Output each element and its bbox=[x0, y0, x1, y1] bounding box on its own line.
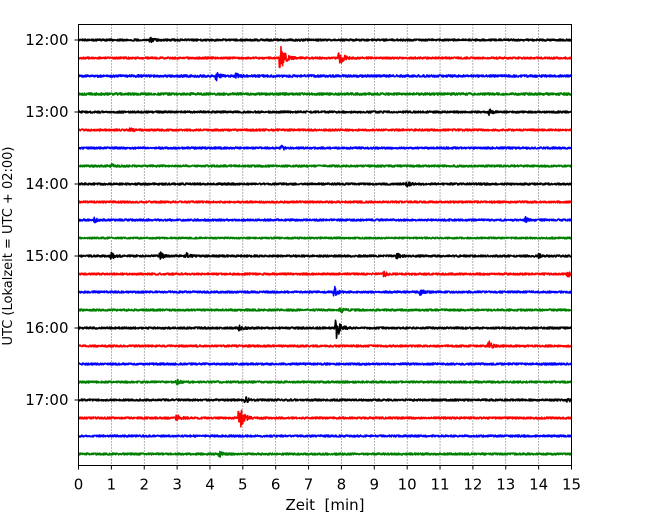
trace-1230 bbox=[78, 72, 573, 82]
trace-1445 bbox=[77, 236, 573, 240]
trace-1300 bbox=[77, 108, 572, 116]
x-tick-label-2: 2 bbox=[139, 476, 149, 494]
trace-1700 bbox=[77, 396, 573, 404]
x-axis-title: Zeit [min] bbox=[285, 496, 364, 514]
trace-1545 bbox=[78, 307, 572, 314]
x-tick-label-6: 6 bbox=[271, 476, 281, 494]
trace-1400 bbox=[77, 181, 573, 188]
x-tick-label-4: 4 bbox=[205, 476, 215, 494]
x-tick-label-11: 11 bbox=[430, 476, 449, 494]
x-tick-label-8: 8 bbox=[337, 476, 347, 494]
trace-1345 bbox=[77, 163, 573, 169]
plot-frame bbox=[78, 24, 572, 466]
trace-1200 bbox=[77, 36, 573, 44]
trace-1715 bbox=[77, 409, 573, 428]
x-tick-label-13: 13 bbox=[496, 476, 515, 494]
trace-1730 bbox=[77, 434, 572, 438]
x-tick-label-12: 12 bbox=[463, 476, 482, 494]
trace-1600 bbox=[77, 319, 572, 339]
trace-1645 bbox=[78, 378, 573, 386]
trace-1330 bbox=[78, 144, 573, 151]
x-tick-label-15: 15 bbox=[562, 476, 581, 494]
trace-1530 bbox=[77, 285, 573, 297]
y-tick-label-17:00: 17:00 bbox=[25, 391, 68, 409]
x-tick-label-9: 9 bbox=[370, 476, 380, 494]
trace-1415 bbox=[77, 200, 573, 204]
trace-1215 bbox=[77, 45, 573, 69]
x-axis: 0 1 2 3 4 5 6 7 8 9 10 11 12 13 14 15 bbox=[74, 465, 581, 494]
y-tick-label-12:00: 12:00 bbox=[25, 31, 68, 49]
seismogram-traces bbox=[77, 36, 573, 458]
trace-1515 bbox=[77, 270, 573, 278]
y-axis: 12:00 13:00 14:00 15:00 16:00 17:00 bbox=[25, 31, 79, 409]
y-tick-label-16:00: 16:00 bbox=[25, 319, 68, 337]
trace-1315 bbox=[77, 127, 572, 133]
x-tick-label-14: 14 bbox=[529, 476, 548, 494]
trace-1245 bbox=[77, 92, 573, 96]
y-axis-title: UTC (Lokalzeit = UTC + 02:00) bbox=[1, 147, 16, 346]
x-tick-label-3: 3 bbox=[172, 476, 182, 494]
x-tick-label-5: 5 bbox=[238, 476, 248, 494]
x-tick-label-10: 10 bbox=[398, 476, 417, 494]
x-tick-label-0: 0 bbox=[74, 476, 84, 494]
x-tick-label-1: 1 bbox=[107, 476, 117, 494]
y-tick-label-15:00: 15:00 bbox=[25, 247, 68, 265]
y-tick-label-13:00: 13:00 bbox=[25, 103, 68, 121]
trace-1500 bbox=[77, 251, 573, 260]
y-tick-label-14:00: 14:00 bbox=[25, 175, 68, 193]
x-tick-label-7: 7 bbox=[304, 476, 314, 494]
trace-1630 bbox=[77, 362, 573, 366]
trace-1745 bbox=[78, 450, 573, 458]
trace-1430 bbox=[78, 216, 572, 224]
trace-1615 bbox=[77, 340, 573, 349]
